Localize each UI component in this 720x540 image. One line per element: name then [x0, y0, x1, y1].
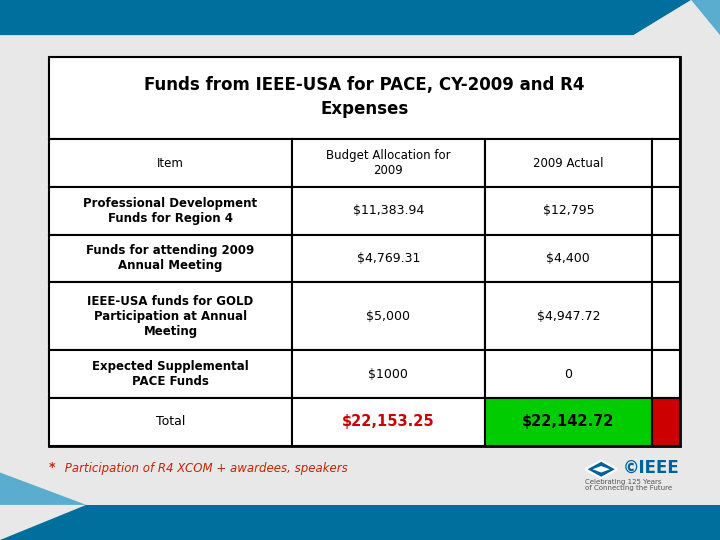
Text: Participation of R4 XCOM + awardees, speakers: Participation of R4 XCOM + awardees, spe… — [61, 462, 348, 475]
Text: $1000: $1000 — [369, 368, 408, 381]
Text: $4,769.31: $4,769.31 — [356, 252, 420, 265]
Text: 0: 0 — [564, 368, 572, 381]
Text: *: * — [49, 461, 55, 474]
Text: $4,947.72: $4,947.72 — [536, 310, 600, 323]
Text: $22,153.25: $22,153.25 — [342, 414, 435, 429]
Text: Expected Supplemental
PACE Funds: Expected Supplemental PACE Funds — [92, 360, 249, 388]
Text: ©IEEE: ©IEEE — [623, 459, 680, 477]
Text: Funds for attending 2009
Annual Meeting: Funds for attending 2009 Annual Meeting — [86, 244, 255, 272]
Text: 2009 Actual: 2009 Actual — [533, 157, 603, 170]
Text: IEEE-USA funds for GOLD
Participation at Annual
Meeting: IEEE-USA funds for GOLD Participation at… — [87, 295, 253, 338]
Text: $4,400: $4,400 — [546, 252, 590, 265]
Text: Budget Allocation for
2009: Budget Allocation for 2009 — [326, 149, 451, 177]
Text: $5,000: $5,000 — [366, 310, 410, 323]
Text: $12,795: $12,795 — [542, 204, 594, 217]
Text: Total: Total — [156, 415, 185, 428]
Text: $22,142.72: $22,142.72 — [522, 414, 614, 429]
Text: Expenses: Expenses — [320, 100, 409, 118]
Text: $11,383.94: $11,383.94 — [353, 204, 424, 217]
Text: Funds from IEEE-USA for PACE, CY-2009 and R4: Funds from IEEE-USA for PACE, CY-2009 an… — [145, 76, 585, 93]
Text: Professional Development
Funds for Region 4: Professional Development Funds for Regio… — [84, 197, 258, 225]
Text: Item: Item — [157, 157, 184, 170]
Text: Celebrating 125 Years: Celebrating 125 Years — [585, 479, 662, 485]
Text: of Connecting the Future: of Connecting the Future — [585, 484, 672, 491]
